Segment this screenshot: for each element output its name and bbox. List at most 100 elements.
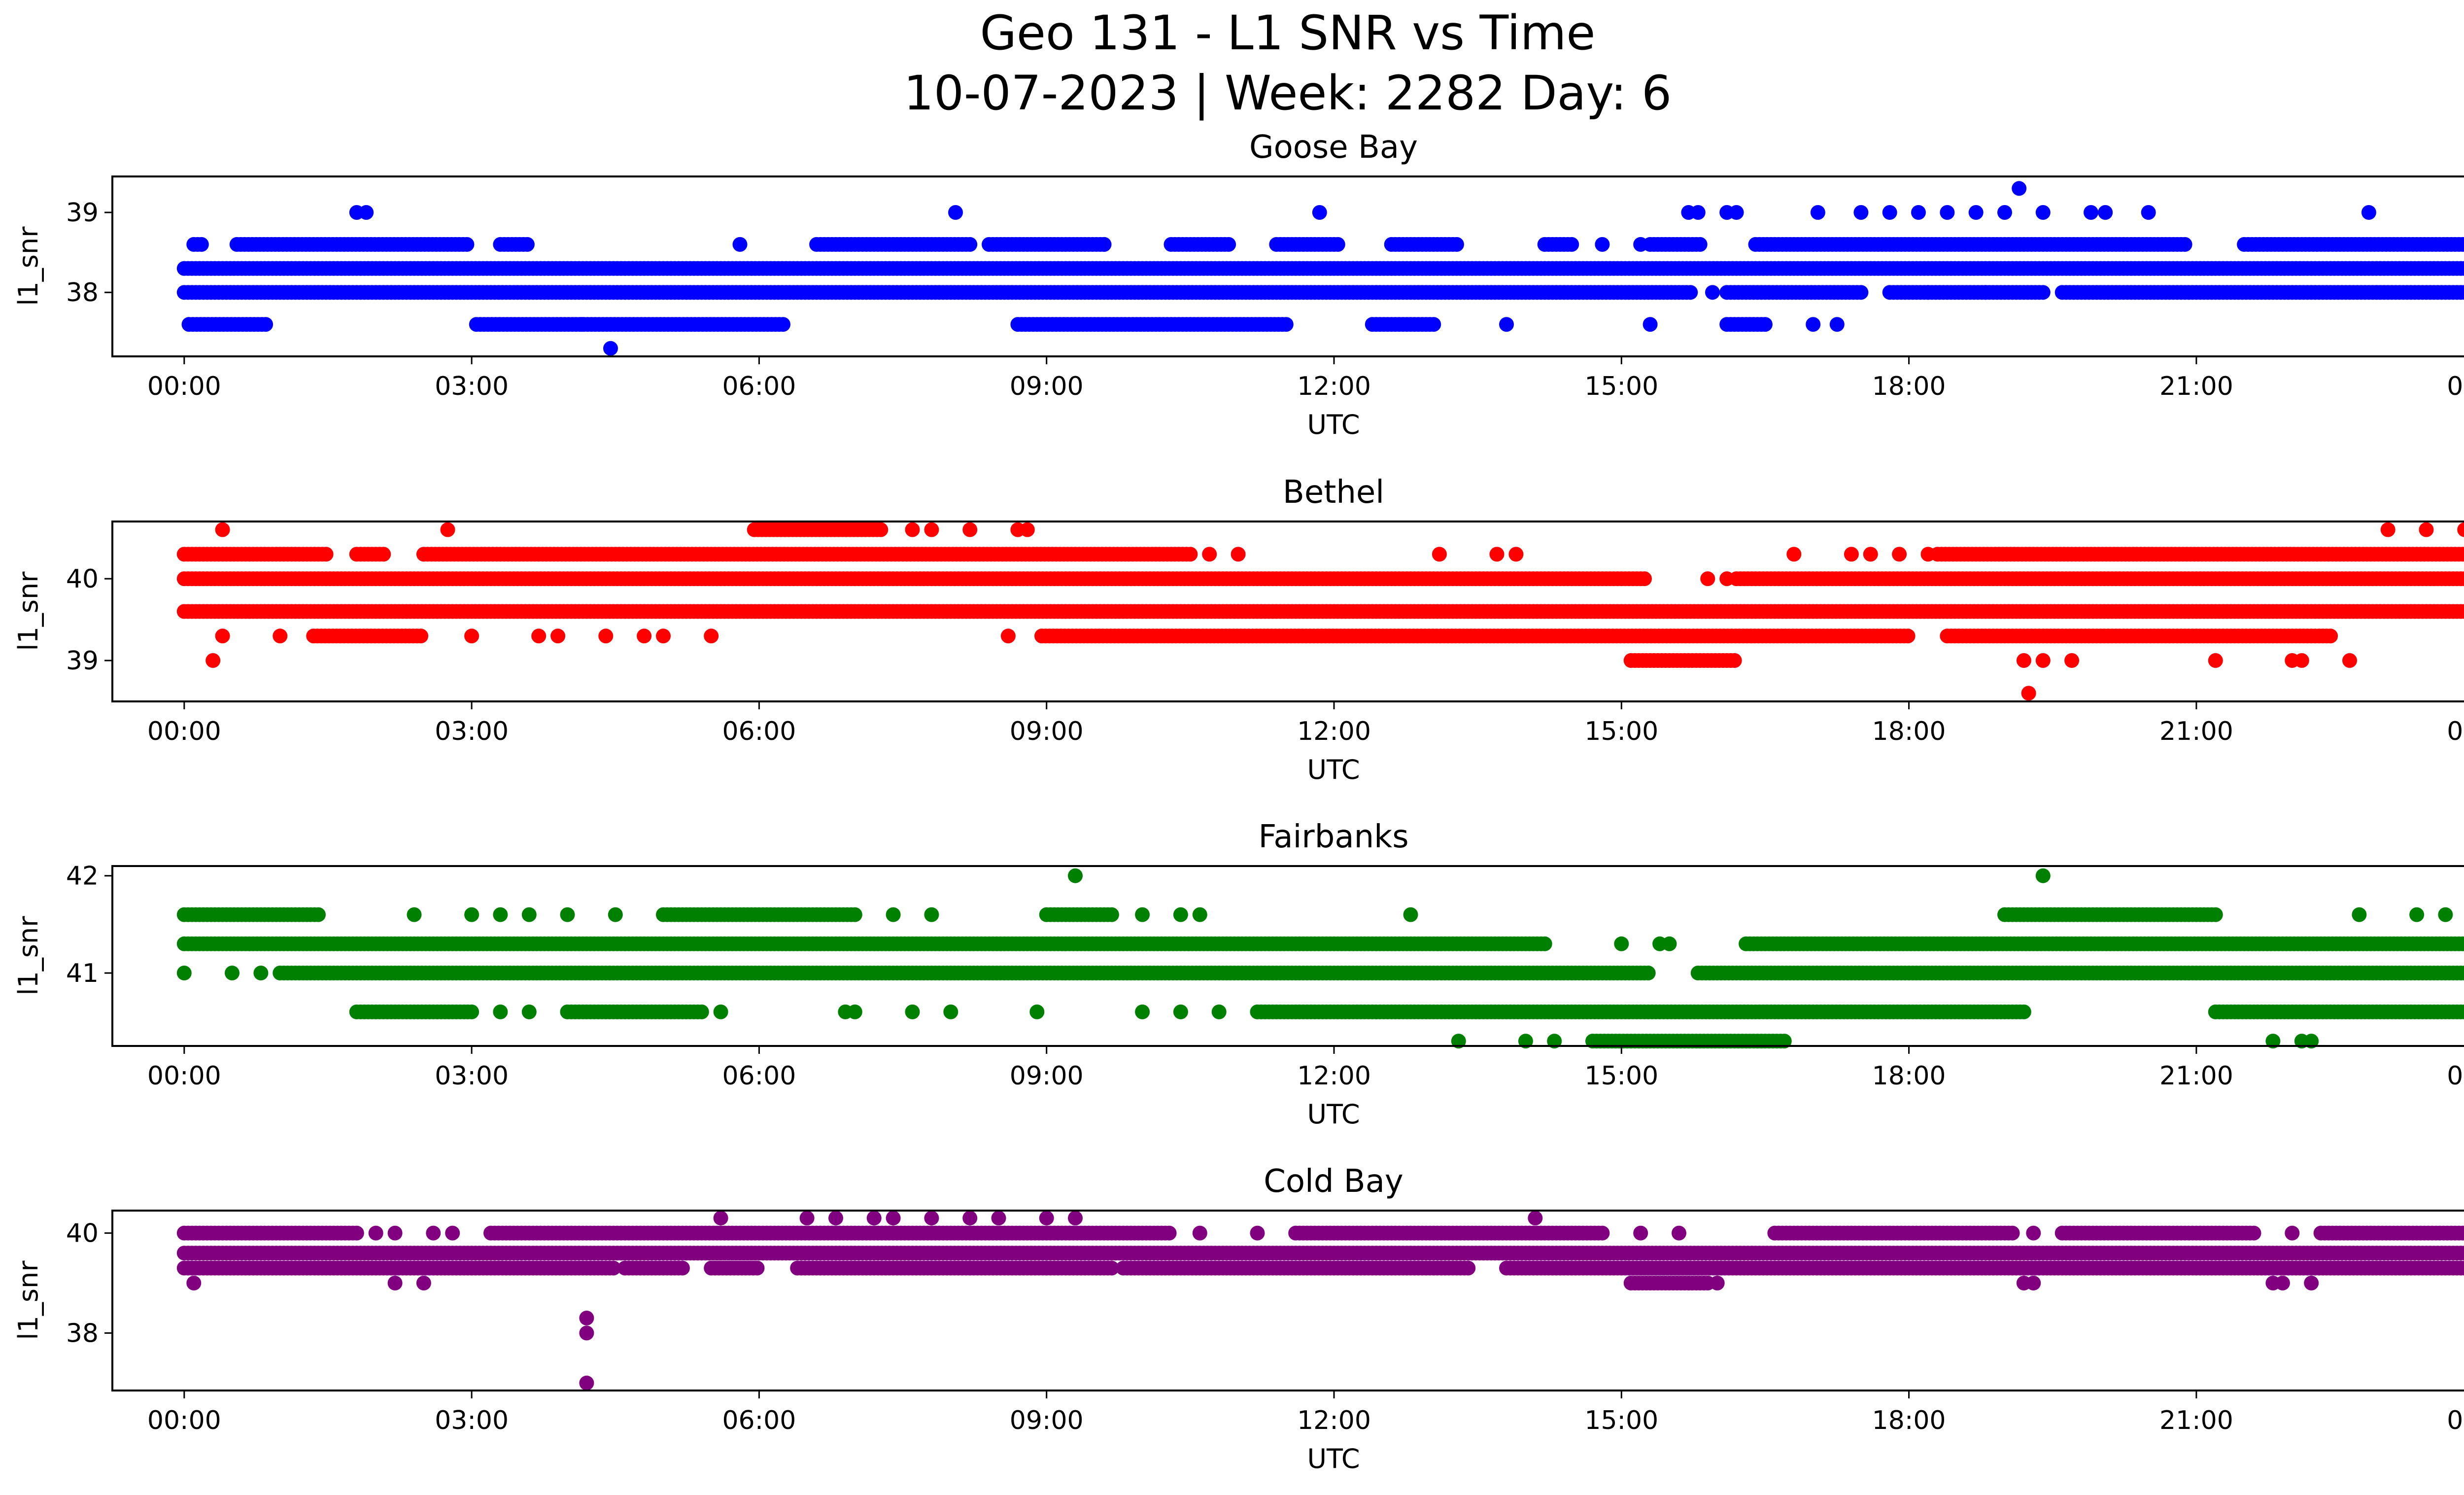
data-point <box>873 522 889 537</box>
data-point <box>603 341 618 356</box>
data-point <box>1595 237 1610 252</box>
data-point <box>318 547 334 562</box>
data-point <box>1020 522 1035 537</box>
data-point <box>1729 205 1744 220</box>
panel-title: Bethel <box>1283 474 1384 511</box>
data-point <box>1757 317 1773 332</box>
figure-title-line2: 10-07-2023 | Week: 2282 Day: 6 <box>904 66 1672 121</box>
data-point <box>531 628 547 644</box>
panel-fairbanks: Fairbanks 00:00 03:00 06:00 09:00 12:00 15:00… <box>13 819 2464 1130</box>
data-point <box>1000 628 1016 644</box>
data-point <box>1806 317 1821 332</box>
data-point <box>1978 285 1993 300</box>
data-point <box>2177 237 2192 252</box>
data-point <box>1564 237 1579 252</box>
data-point <box>2035 285 2051 300</box>
data-point <box>1900 628 1916 644</box>
data-point <box>1489 547 1505 562</box>
data-point <box>2208 653 2223 668</box>
data-point <box>2461 262 2464 275</box>
x-axis: 00:00 03:00 06:00 09:00 12:00 15:00 18:00 21:00… <box>147 356 2464 401</box>
y-tick-label: 39 <box>66 646 99 676</box>
data-point <box>459 237 475 252</box>
data-point <box>215 628 230 644</box>
data-point <box>1997 205 2012 220</box>
data-point <box>2035 653 2051 668</box>
data-point <box>1508 547 1524 562</box>
data-point <box>1690 205 1706 220</box>
x-tick-label: 00:00 <box>2447 372 2464 401</box>
data-point <box>2419 522 2434 537</box>
data-point <box>2084 205 2098 220</box>
x-axis: 00:00 03:00 06:00 09:00 12:00 15:00 18:00 21:00… <box>147 701 2464 746</box>
data-point <box>413 628 429 644</box>
x-tick-label: 00:00 <box>147 372 221 401</box>
data-point <box>194 237 209 252</box>
data-point <box>464 628 479 644</box>
data-point <box>205 653 221 668</box>
data-point <box>2098 205 2113 220</box>
data-point <box>1882 205 1897 220</box>
data-point <box>440 522 455 537</box>
x-tick-label: 21:00 <box>2159 372 2233 401</box>
data-point <box>1727 653 1742 668</box>
data-point <box>1312 205 1327 220</box>
x-tick-label: 06:00 <box>722 717 796 746</box>
data-point <box>1221 237 1236 252</box>
x-axis-label: UTC <box>1307 409 1360 440</box>
data-point <box>1829 317 1845 332</box>
data-point <box>637 628 652 644</box>
data-point <box>1692 237 1708 252</box>
data-point <box>1231 547 1246 562</box>
scatter-points <box>176 522 2464 701</box>
data-point <box>948 205 963 220</box>
x-tick-label: 18:00 <box>1872 372 1946 401</box>
data-point <box>656 628 671 644</box>
data-point <box>1810 205 1825 220</box>
data-point <box>1892 547 1907 562</box>
x-tick-label: 12:00 <box>1297 372 1371 401</box>
data-point <box>359 205 374 220</box>
data-point <box>1641 966 1656 980</box>
x-tick-label: 18:00 <box>1872 717 1946 746</box>
x-tick-label: 03:00 <box>435 372 509 401</box>
data-point <box>1330 237 1345 252</box>
x-tick-label: 15:00 <box>1584 717 1658 746</box>
data-point <box>1968 205 1984 220</box>
data-point <box>1853 285 1869 300</box>
x-tick-label: 06:00 <box>722 372 796 401</box>
data-point <box>258 317 274 332</box>
panel-goose-bay: Goose Bay 00:00 03:00 06:00 09:00 12:00 15:00… <box>13 129 2464 440</box>
data-point <box>2323 628 2338 644</box>
data-point <box>1705 285 1720 300</box>
x-tick-label: 00:00 <box>147 717 221 746</box>
x-axis-label: UTC <box>1307 754 1360 785</box>
x-tick-label: 15:00 <box>1584 372 1658 401</box>
data-point <box>1920 547 1936 562</box>
data-point <box>1183 547 1198 562</box>
data-point <box>2294 653 2309 668</box>
data-point <box>1278 317 1294 332</box>
data-point <box>1449 237 1464 252</box>
data-point <box>924 522 939 537</box>
data-point <box>1202 547 1217 562</box>
data-point <box>2064 653 2080 668</box>
data-point <box>1786 547 1802 562</box>
data-point <box>273 628 288 644</box>
data-point <box>1683 285 1698 300</box>
data-point <box>1844 547 1859 562</box>
data-point <box>962 522 978 537</box>
data-point <box>1633 237 1648 252</box>
data-point <box>1096 237 1112 252</box>
x-tick-label: 12:00 <box>1297 717 1371 746</box>
data-point <box>574 317 589 332</box>
data-point <box>732 237 748 252</box>
data-point <box>704 628 719 644</box>
data-point <box>1537 936 1552 951</box>
data-point <box>1499 317 1514 332</box>
panel-title: Goose Bay <box>1249 129 1418 166</box>
data-point <box>1700 571 1715 587</box>
